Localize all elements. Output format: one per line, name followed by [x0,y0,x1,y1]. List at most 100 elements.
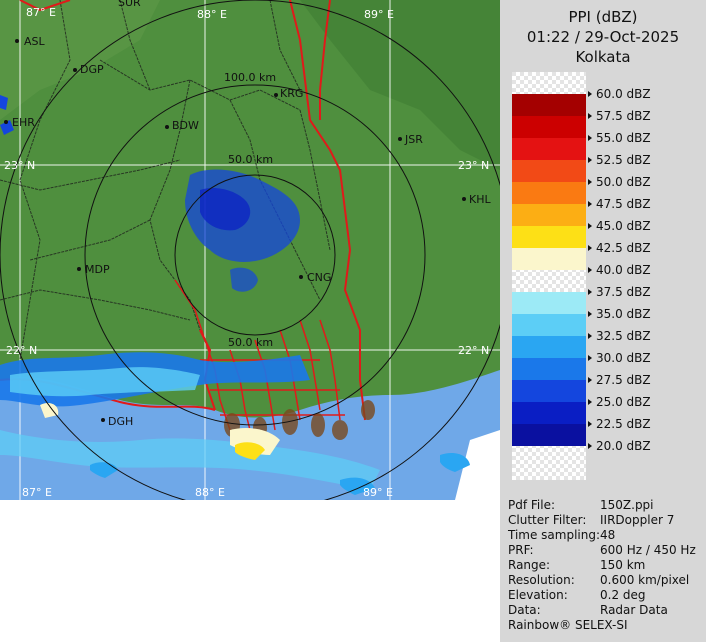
legend-tick [588,135,592,141]
legend-swatch [512,270,586,292]
legend-label: 57.5 dBZ [596,109,651,123]
metadata-panel: Pdf File: 150Z.ppi Clutter Filter: IIRDoppl… [508,498,704,618]
metadata-value: 600 Hz / 450 Hz [600,543,696,557]
radar-map: 100.0 km 50.0 km 50.0 km 23° N 23° N 22°… [0,0,500,500]
legend-label: 25.0 dBZ [596,395,651,409]
city-dot [398,137,402,141]
metadata-label: PRF: [508,543,534,557]
legend-tick [588,311,592,317]
legend-tick [588,201,592,207]
lon-label: 89° E [364,8,394,21]
metadata-row: Range: 150 km [508,558,704,573]
city-label: DGP [80,63,104,76]
legend-tick [588,91,592,97]
legend-label: 22.5 dBZ [596,417,651,431]
terrain-patch [0,0,160,120]
city-label: JSR [404,133,423,146]
grid-lines [0,0,500,500]
metadata-value: IIRDoppler 7 [600,513,675,527]
city-label: DGH [108,415,133,428]
legend-swatch [512,314,586,336]
timestamp: 01:22 / 29-Oct-2025 [526,28,680,46]
city-label: EHR [12,116,35,129]
city-label: BDW [172,119,199,132]
city-dot [462,197,466,201]
metadata-row: Resolution: 0.600 km/pixel [508,573,704,588]
legend-tick [588,113,592,119]
city-label: KRG [280,87,303,100]
blank-area [0,500,500,642]
metadata-row: Data: Radar Data [508,603,704,618]
legend-label: 30.0 dBZ [596,351,651,365]
legend-swatch [512,358,586,380]
district-boundaries [0,0,331,361]
legend-label: 37.5 dBZ [596,285,651,299]
city-dot [15,39,19,43]
legend-tick [588,333,592,339]
legend-label: 47.5 dBZ [596,197,651,211]
legend-swatch [512,248,586,270]
lon-label: 88° E [195,486,225,499]
city-label: CNG [307,271,331,284]
station-name: Kolkata [575,48,631,66]
legend-tick [588,179,592,185]
legend-swatch [512,138,586,160]
lat-label: 23° N [4,159,35,172]
lon-label: 87° E [26,6,56,19]
metadata-value: 48 [600,528,616,542]
metadata-value: 150 km [600,558,646,572]
legend-tick [588,443,592,449]
legend-swatch [512,424,586,446]
city-dot [165,125,169,129]
legend-swatch [512,380,586,402]
legend-tick [588,267,592,273]
legend-label: 60.0 dBZ [596,87,651,101]
legend-label: 55.0 dBZ [596,131,651,145]
city-dot [4,120,8,124]
metadata-row: PRF: 600 Hz / 450 Hz [508,543,704,558]
metadata-label: Range: [508,558,551,572]
city-dot [299,275,303,279]
city-dot [101,418,105,422]
city-label: ASL [24,35,46,48]
range-label-100km: 100.0 km [224,71,276,84]
metadata-value: Radar Data [600,603,668,617]
metadata-label: Resolution: [508,573,575,587]
no-data-corner [455,430,500,500]
city-dot [274,93,278,97]
lat-label: 22° N [6,344,37,357]
legend-swatch [512,204,586,226]
legend-swatch [512,336,586,358]
legend-tick [588,377,592,383]
legend-swatch [512,116,586,138]
metadata-label: Pdf File: [508,498,556,512]
metadata-row: Time sampling: 48 [508,528,704,543]
legend-swatch [512,182,586,204]
city-dot [73,68,77,72]
legend-swatch [512,292,586,314]
metadata-row: Pdf File: 150Z.ppi [508,498,704,513]
legend-label: 27.5 dBZ [596,373,651,387]
credit-text: Rainbow® SELEX-SI [508,618,628,632]
legend-swatch [512,94,586,116]
metadata-value: 0.600 km/pixel [600,573,690,587]
legend-label: 45.0 dBZ [596,219,651,233]
legend-tick [588,245,592,251]
metadata-value: 0.2 deg [600,588,646,602]
city-label: KHL [469,193,491,206]
legend-label: 50.0 dBZ [596,175,651,189]
legend-swatch [512,226,586,248]
legend-tick [588,421,592,427]
legend-swatch [512,160,586,182]
lon-label: 87° E [22,486,52,499]
metadata-row: Elevation: 0.2 deg [508,588,704,603]
range-label-50km: 50.0 km [228,153,273,166]
range-rings [0,0,500,500]
legend-label: 20.0 dBZ [596,439,651,453]
legend-tick [588,289,592,295]
lon-label: 89° E [363,486,393,499]
legend-tick [588,399,592,405]
legend-tick [588,355,592,361]
city-dot [77,267,81,271]
metadata-label: Data: [508,603,541,617]
